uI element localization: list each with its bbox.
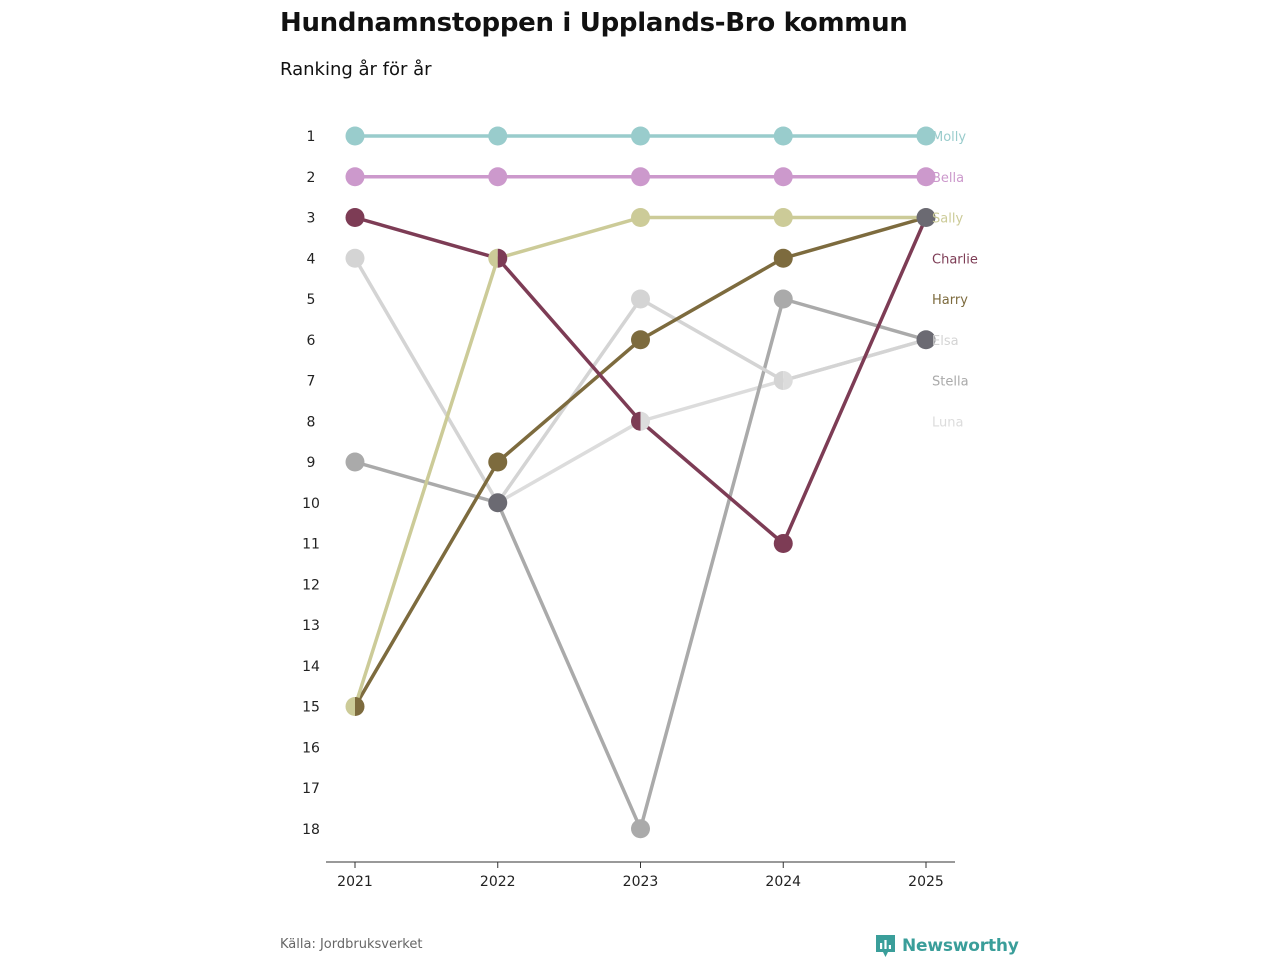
point-molly[interactable] <box>916 126 936 146</box>
point-elsa[interactable] <box>345 248 365 268</box>
newsworthy-icon <box>876 935 895 957</box>
chart-subtitle: Ranking år för år <box>280 59 432 80</box>
point-stella[interactable] <box>345 452 365 472</box>
point-stella[interactable] <box>773 289 793 309</box>
y-tick-label: 4 <box>307 251 316 267</box>
x-tick-label: 2023 <box>623 874 659 890</box>
point-molly[interactable] <box>345 126 365 146</box>
series-label-bella: Bella <box>932 171 964 186</box>
brand-name: Newsworthy <box>902 936 1019 956</box>
series-label-stella: Stella <box>932 375 969 390</box>
point-harry[interactable] <box>773 248 793 268</box>
point-sally[interactable] <box>631 208 650 227</box>
y-tick-label: 3 <box>307 211 316 227</box>
point-molly[interactable] <box>773 126 793 146</box>
x-tick-label: 2025 <box>908 874 944 890</box>
y-tick-label: 1 <box>307 129 316 145</box>
series-label-molly: Molly <box>932 130 966 145</box>
point-charlie[interactable] <box>345 208 365 227</box>
source-note: Källa: Jordbruksverket <box>280 937 423 952</box>
chart-title: Hundnamnstoppen i Upplands-Bro kommun <box>280 8 908 38</box>
x-tick-label: 2024 <box>765 874 801 890</box>
point-charlie[interactable] <box>773 534 793 553</box>
y-tick-label: 8 <box>307 414 316 430</box>
y-tick-label: 11 <box>302 537 320 553</box>
y-tick-label: 16 <box>302 740 320 756</box>
y-tick-label: 14 <box>302 659 320 675</box>
series-label-elsa: Elsa <box>932 334 959 349</box>
point-bella[interactable] <box>631 167 650 187</box>
series-line-stella <box>354 297 927 831</box>
series-label-harry: Harry <box>932 293 968 308</box>
point-overlap[interactable] <box>488 493 508 513</box>
point-harry[interactable] <box>355 697 365 716</box>
y-tick-label: 17 <box>302 781 320 797</box>
y-tick-label: 10 <box>302 496 320 512</box>
point-sally[interactable] <box>488 248 498 268</box>
y-tick-label: 9 <box>307 455 316 471</box>
point-bella[interactable] <box>773 167 793 187</box>
point-overlap[interactable] <box>916 208 936 227</box>
x-tick-label: 2021 <box>337 874 373 890</box>
y-tick-label: 5 <box>307 292 316 308</box>
y-tick-label: 18 <box>302 822 320 838</box>
point-sally[interactable] <box>773 208 793 227</box>
point-molly[interactable] <box>631 126 650 146</box>
point-bella[interactable] <box>916 167 936 187</box>
y-tick-label: 7 <box>307 374 316 390</box>
point-luna[interactable] <box>640 411 651 431</box>
series-label-luna: Luna <box>932 415 963 430</box>
y-tick-label: 2 <box>307 170 316 186</box>
point-stella[interactable] <box>631 819 650 839</box>
newsworthy-logo[interactable]: Newsworthy <box>875 934 1019 958</box>
y-tick-label: 15 <box>302 700 320 716</box>
point-overlap[interactable] <box>916 330 936 350</box>
point-sally[interactable] <box>345 697 356 716</box>
point-elsa[interactable] <box>631 289 650 309</box>
y-tick-label: 12 <box>302 577 320 593</box>
point-charlie[interactable] <box>631 411 641 431</box>
point-bella[interactable] <box>488 167 508 187</box>
y-tick-label: 13 <box>302 618 320 634</box>
x-tick-label: 2022 <box>480 874 516 890</box>
point-luna[interactable] <box>783 371 793 390</box>
point-charlie[interactable] <box>497 248 508 268</box>
point-elsa[interactable] <box>773 371 784 390</box>
series-label-charlie: Charlie <box>932 252 978 267</box>
y-tick-label: 6 <box>307 333 316 349</box>
point-harry[interactable] <box>631 330 650 350</box>
point-bella[interactable] <box>345 167 365 187</box>
point-harry[interactable] <box>488 452 508 472</box>
point-molly[interactable] <box>488 126 508 146</box>
series-label-sally: Sally <box>932 212 963 227</box>
series-line-charlie <box>354 215 928 546</box>
